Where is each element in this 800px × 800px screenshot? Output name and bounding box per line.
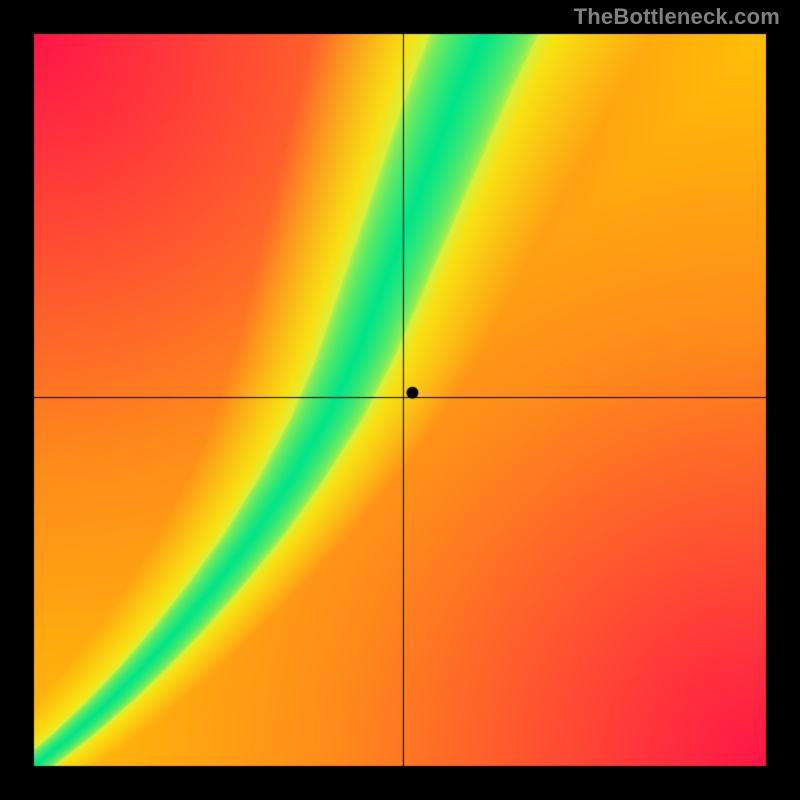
watermark-label: TheBottleneck.com bbox=[574, 4, 780, 30]
heatmap-canvas bbox=[0, 0, 800, 800]
chart-container: TheBottleneck.com bbox=[0, 0, 800, 800]
